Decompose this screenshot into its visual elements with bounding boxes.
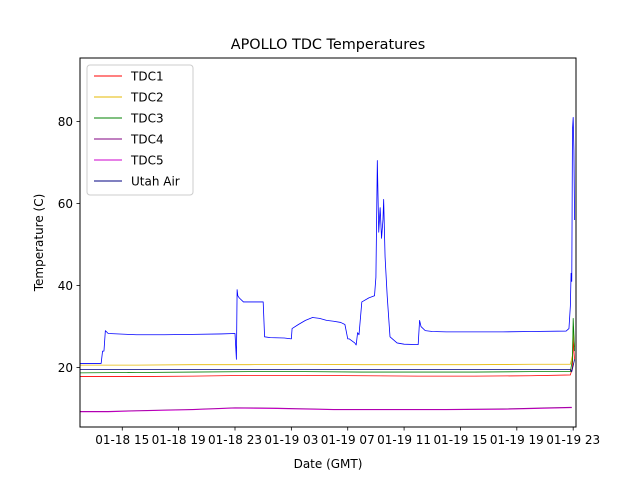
series-line-tdc4 <box>80 406 572 412</box>
y-axis-label: Temperature (C) <box>32 194 46 293</box>
series-line-utah-air <box>80 359 575 373</box>
y-tick-label: 80 <box>58 115 73 129</box>
x-tick-label: 01-19 11 <box>377 433 431 447</box>
x-axis-label: Date (GMT) <box>294 457 363 471</box>
legend-label-tdc5: TDC5 <box>130 154 164 168</box>
x-tick-label: 01-18 15 <box>95 433 149 447</box>
series-line-tdc5 <box>80 407 572 413</box>
plot-frame <box>79 57 577 428</box>
legend-label-tdc3: TDC3 <box>130 112 164 126</box>
ticks-layer: 01-18 15 01-18 19 01-18 23 01-19 03 01-19 07… <box>58 115 600 447</box>
x-tick-label: 01-19 03 <box>264 433 318 447</box>
series-line-overlay <box>80 117 575 364</box>
x-tick-label: 01-19 07 <box>321 433 375 447</box>
x-tick-label: 01-18 23 <box>208 433 262 447</box>
y-tick-label: 60 <box>58 197 73 211</box>
legend-label-tdc1: TDC1 <box>130 70 164 84</box>
legend-label-tdc2: TDC2 <box>130 91 164 105</box>
series-line-tdc3 <box>79 317 575 374</box>
series-layer <box>79 117 575 413</box>
chart-title: APOLLO TDC Temperatures <box>231 37 425 53</box>
legend-label-utah-air: Utah Air <box>131 175 180 189</box>
y-tick-label: 20 <box>58 361 73 375</box>
x-tick-label: 01-18 19 <box>152 433 206 447</box>
legend-label-tdc4: TDC4 <box>130 133 164 147</box>
x-tick-label: 01-19 19 <box>490 433 544 447</box>
x-tick-label: 01-19 15 <box>433 433 487 447</box>
y-tick-label: 40 <box>58 279 73 293</box>
legend: TDC1 TDC2 TDC3 TDC4 TDC5 Utah Air <box>86 64 194 196</box>
x-tick-label: 01-19 23 <box>546 433 600 447</box>
